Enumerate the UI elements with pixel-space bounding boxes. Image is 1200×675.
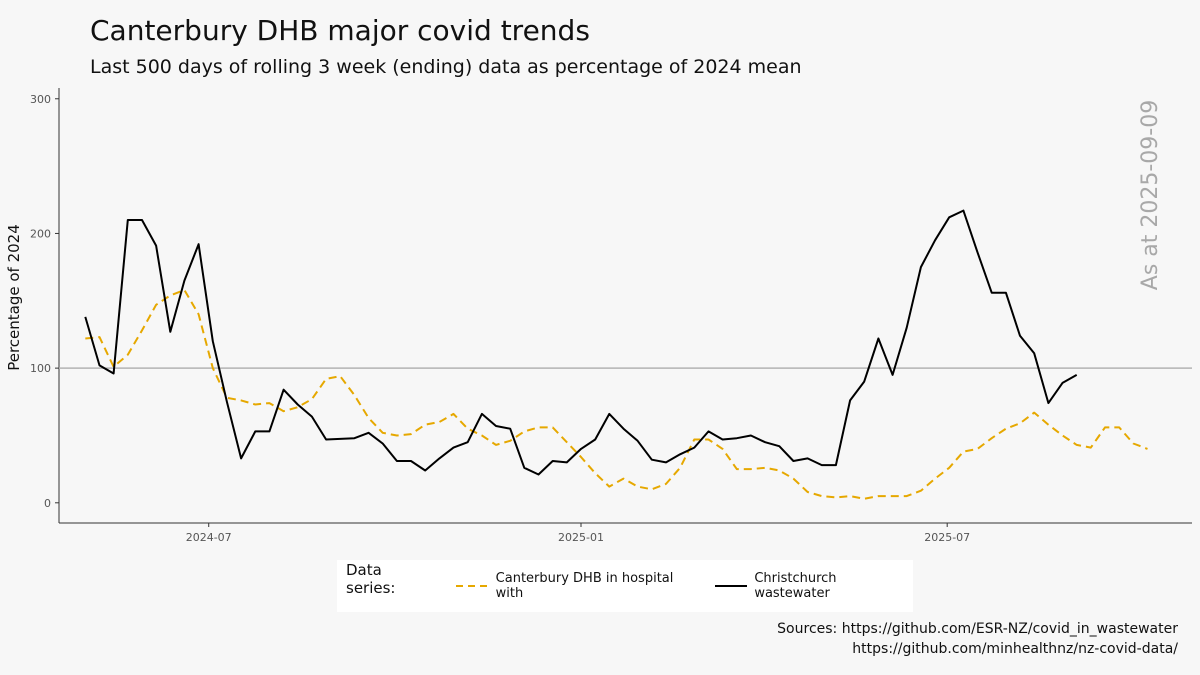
dashed-line-swatch-icon bbox=[456, 585, 489, 587]
legend: Data series: Canterbury DHB in hospital … bbox=[337, 560, 913, 612]
series-line-wastewater bbox=[84, 209, 1078, 476]
y-tick-label: 0 bbox=[44, 497, 51, 510]
legend-label-wastewater: Christchurch wastewater bbox=[754, 571, 837, 601]
y-tick-label: 200 bbox=[30, 227, 51, 240]
chart-title: Canterbury DHB major covid trends bbox=[90, 14, 590, 47]
source-line-1: Sources: https://github.com/ESR-NZ/covid… bbox=[777, 621, 1178, 637]
x-tick-label: 2025-01 bbox=[558, 531, 604, 544]
legend-label-hospital: Canterbury DHB in hospital with bbox=[495, 571, 674, 601]
source-line-2: https://github.com/minhealthnz/nz-covid-… bbox=[852, 641, 1178, 657]
legend-title: Data series: bbox=[346, 561, 396, 597]
x-tick-label: 2024-07 bbox=[186, 531, 232, 544]
legend-item-wastewater: Christchurch wastewater bbox=[713, 571, 913, 601]
y-tick-label: 300 bbox=[30, 93, 51, 106]
solid-line-swatch-icon bbox=[715, 585, 748, 587]
y-axis-title: Percentage of 2024 bbox=[5, 224, 23, 371]
y-tick-label: 100 bbox=[30, 362, 51, 375]
as-at-date-annotation: As at 2025-09-09 bbox=[1138, 100, 1163, 290]
legend-item-hospital: Canterbury DHB in hospital with bbox=[454, 571, 701, 601]
chart-subtitle: Last 500 days of rolling 3 week (ending)… bbox=[90, 56, 802, 78]
series-line-hospital bbox=[85, 289, 1148, 500]
x-tick-label: 2025-07 bbox=[924, 531, 970, 544]
